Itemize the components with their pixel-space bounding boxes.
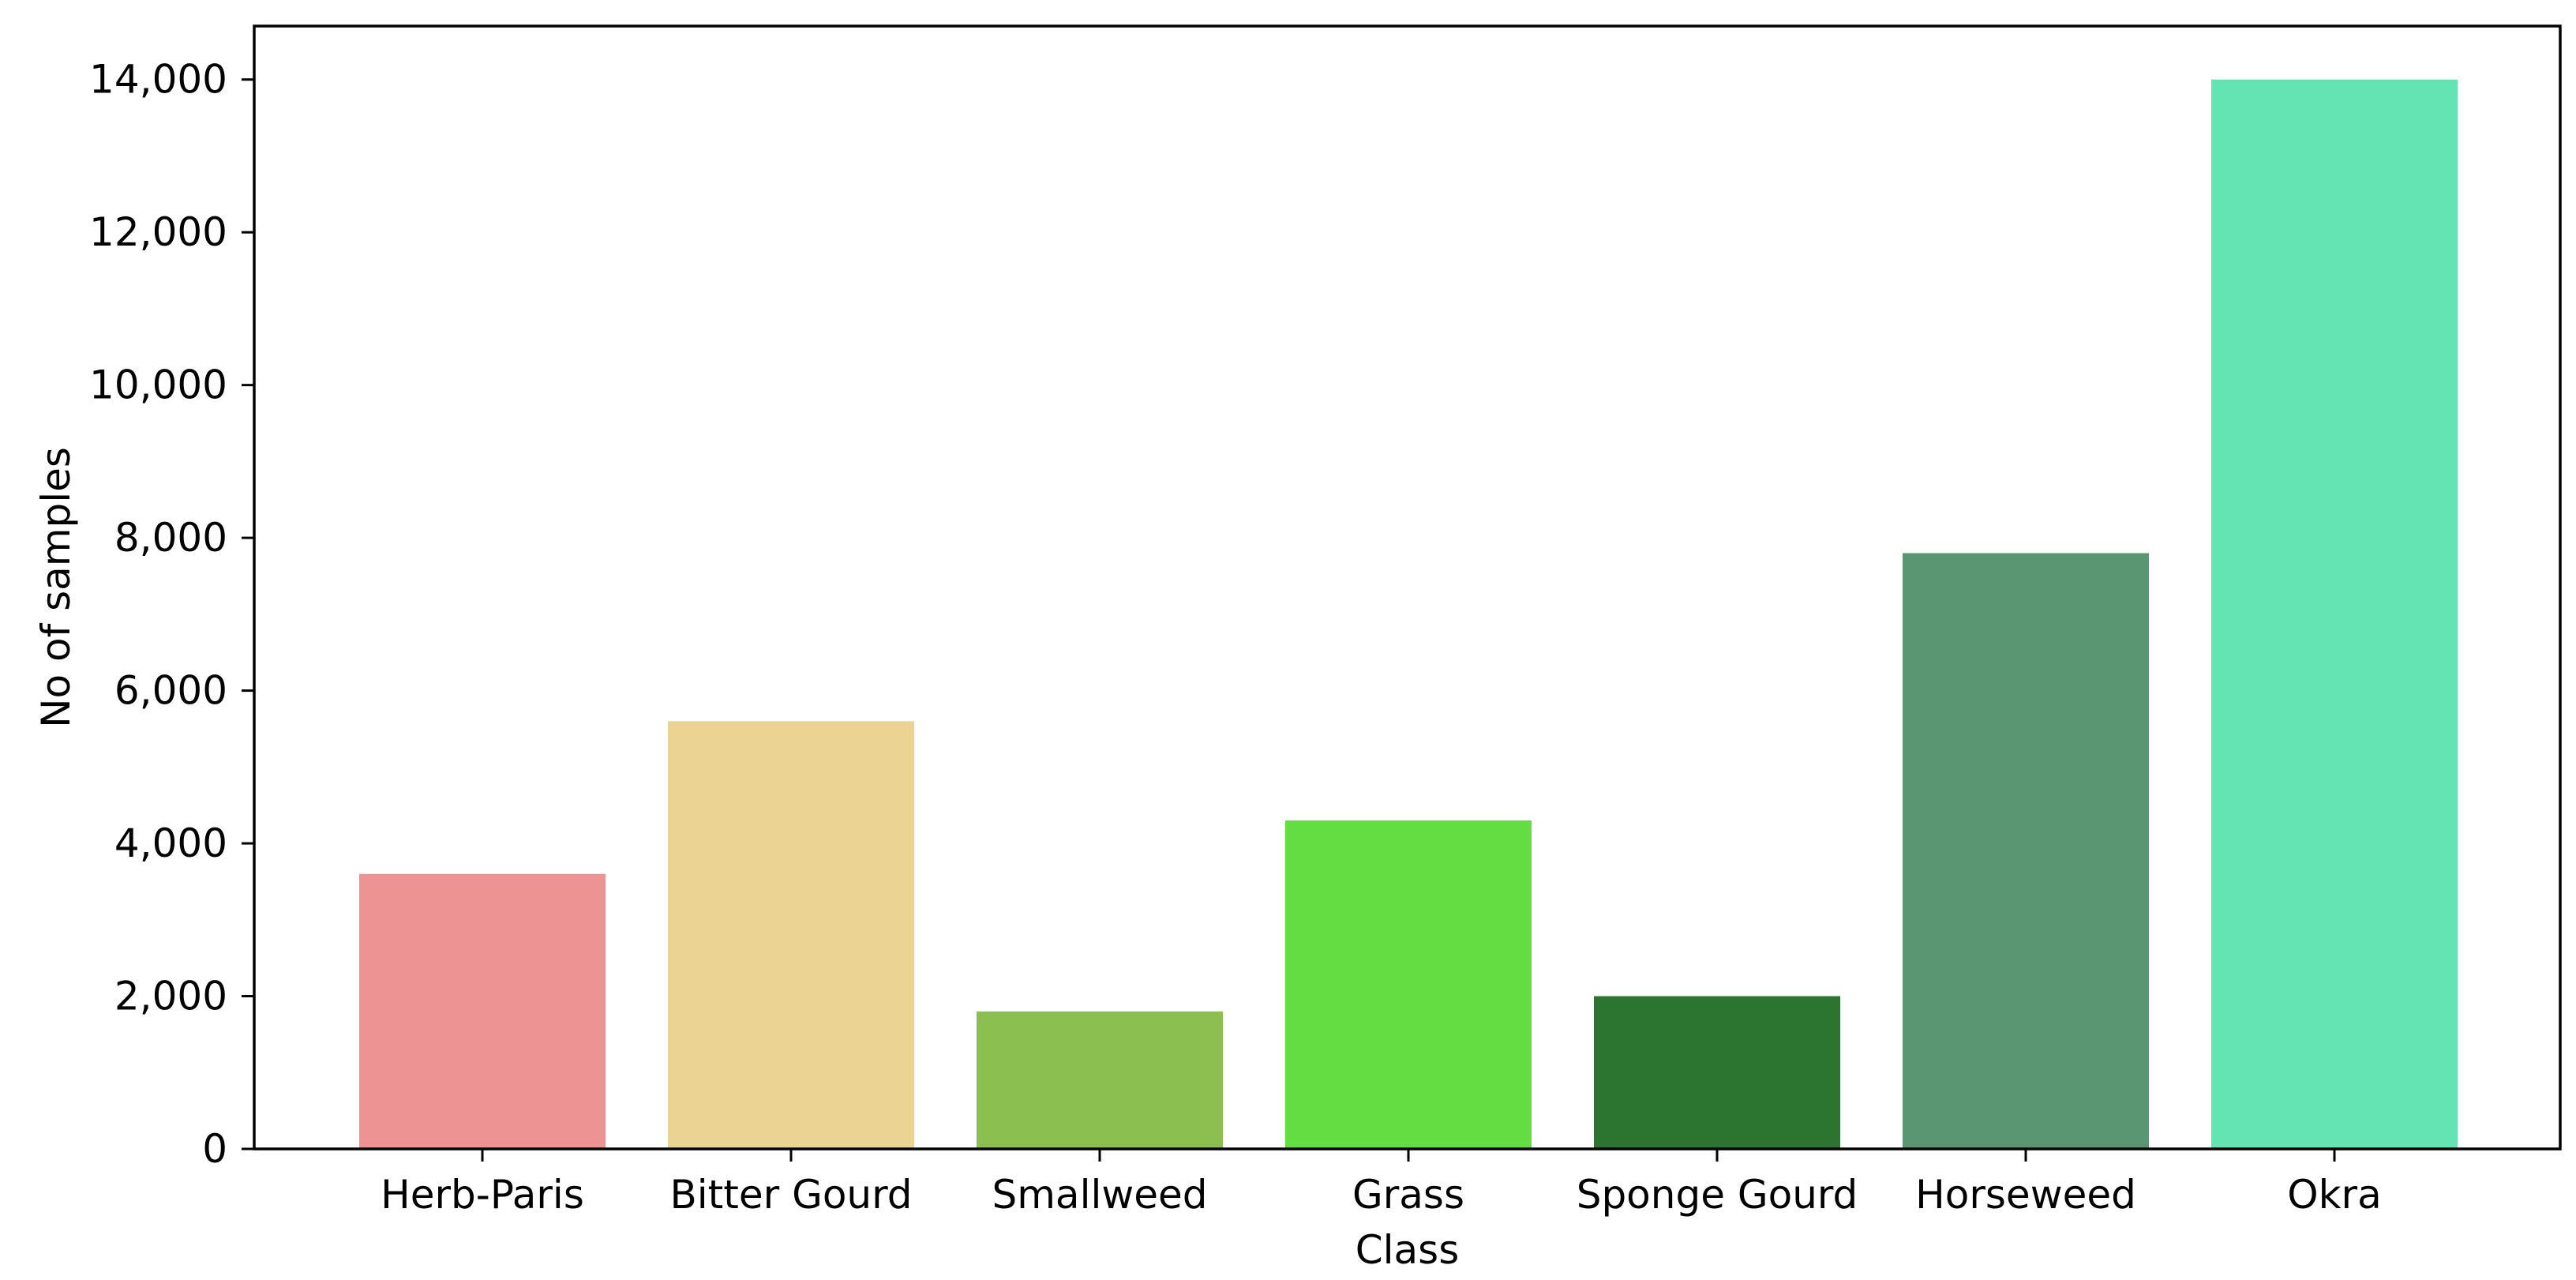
bar-okra (2211, 79, 2458, 1150)
x-tick-label: Smallweed (992, 1172, 1207, 1218)
bar-horseweed (1903, 553, 2149, 1149)
y-tick-label: 4,000 (114, 820, 227, 866)
x-axis-title: Class (1355, 1227, 1460, 1273)
y-tick-label: 2,000 (114, 974, 227, 1019)
y-tick-label: 8,000 (114, 515, 227, 561)
y-tick-label: 10,000 (89, 362, 227, 408)
x-tick-label: Horseweed (1915, 1172, 2136, 1218)
y-tick-label: 14,000 (89, 57, 227, 103)
y-tick-label: 12,000 (89, 209, 227, 255)
y-tick-label: 6,000 (114, 668, 227, 714)
y-axis-title: No of samples (33, 447, 79, 728)
bars-group (359, 79, 2458, 1150)
plot-frame (253, 24, 2562, 1150)
bar-sponge-gourd (1594, 996, 1840, 1149)
x-tick-label: Grass (1352, 1172, 1464, 1218)
bar-grass (1285, 820, 1532, 1149)
y-tick-label: 0 (202, 1126, 227, 1172)
x-tick-label: Herb-Paris (381, 1172, 584, 1218)
y-axis-ticks: 0 2,000 4,000 6,000 8,000 10,000 12,000 14,000 (89, 57, 254, 1172)
x-tick-label: Bitter Gourd (669, 1172, 912, 1218)
x-tick-label: Sponge Gourd (1577, 1172, 1858, 1218)
x-tick-label: Okra (2287, 1172, 2382, 1218)
bar-bitter-gourd (668, 721, 914, 1149)
bar-smallweed (977, 1011, 1223, 1149)
bar-herb-paris (359, 873, 606, 1149)
x-axis-ticks: Herb-Paris Bitter Gourd Smallweed Grass Spon… (381, 1149, 2382, 1218)
